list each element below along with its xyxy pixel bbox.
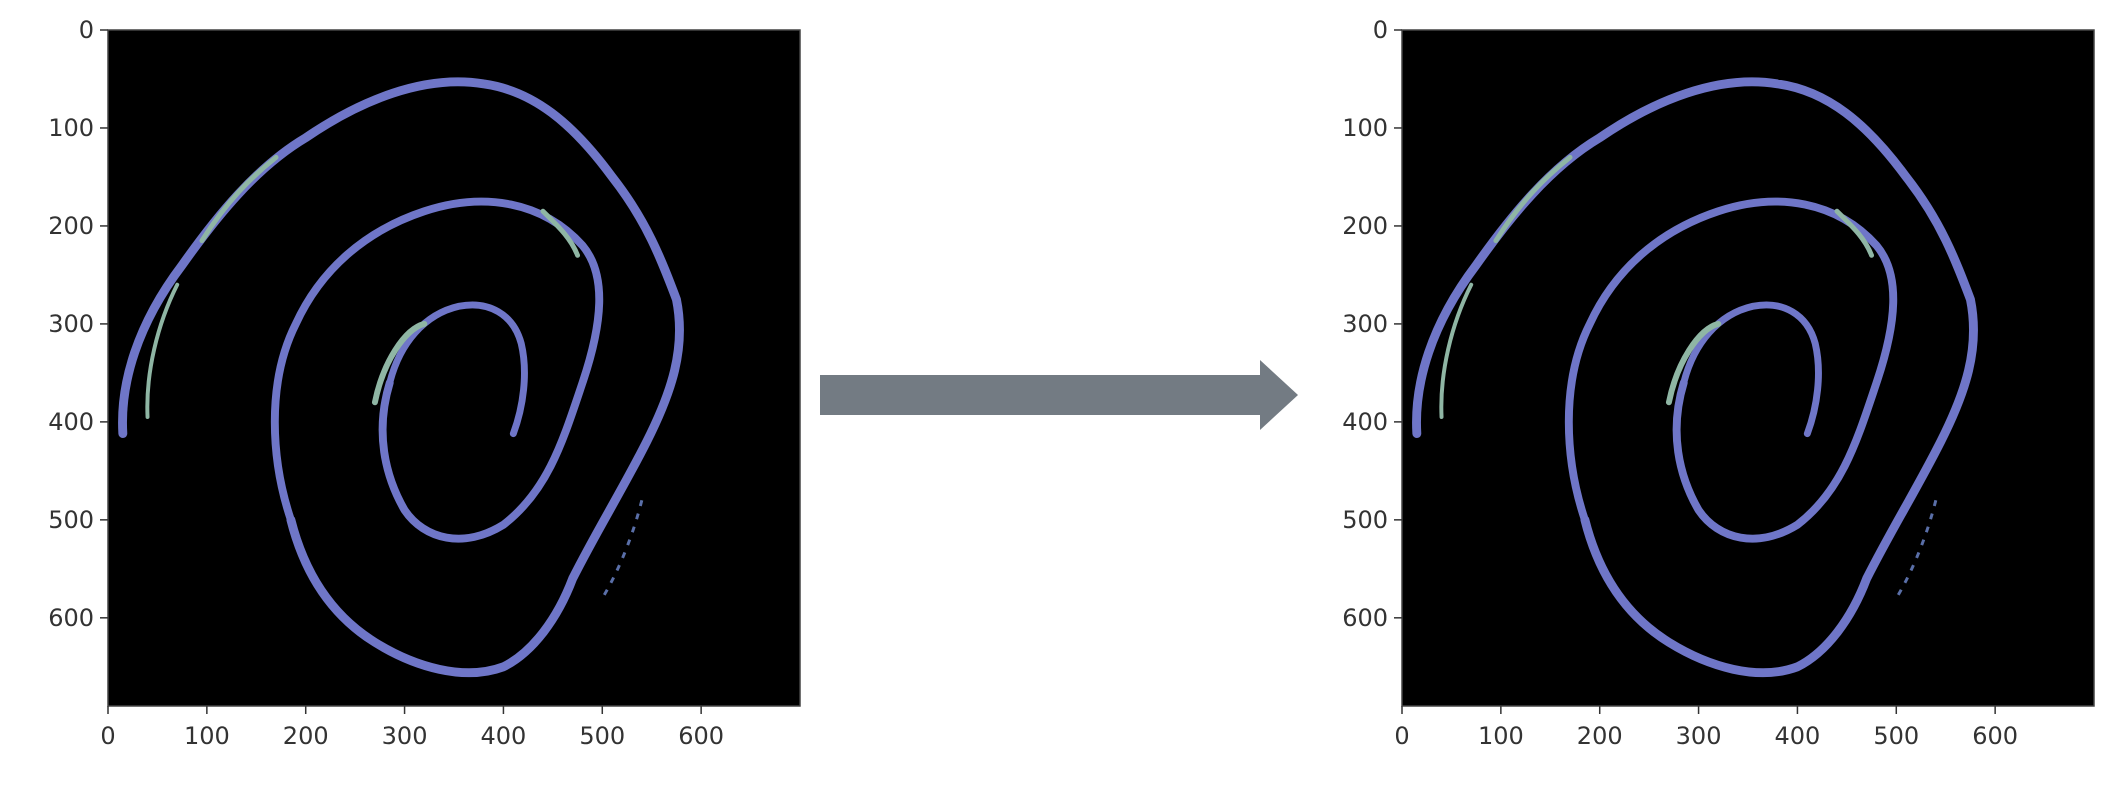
x-tick-label: 100 (184, 722, 230, 750)
x-tick-label: 300 (382, 722, 428, 750)
y-tick-label: 200 (48, 212, 94, 240)
y-tick-label: 0 (79, 16, 94, 44)
right-arrow-icon (820, 360, 1298, 430)
y-tick-label: 300 (1342, 310, 1388, 338)
y-tick-label: 600 (48, 604, 94, 632)
x-tick-label: 300 (1676, 722, 1722, 750)
left-plot: 0 100 200 300 400 500 600 0 100 200 300 400 500 600 (48, 16, 801, 750)
x-tick-label: 500 (579, 722, 625, 750)
y-tick-label: 100 (48, 114, 94, 142)
y-tick-label: 200 (1342, 212, 1388, 240)
x-tick-label: 0 (1394, 722, 1409, 750)
x-tick-label: 0 (100, 722, 115, 750)
x-tick-label: 200 (1577, 722, 1623, 750)
y-tick-label: 400 (1342, 408, 1388, 436)
y-tick-label: 100 (1342, 114, 1388, 142)
axes-frame (1401, 29, 2095, 707)
y-tick-label: 400 (48, 408, 94, 436)
image-area (1402, 30, 2094, 706)
x-tick-label: 600 (1972, 722, 2018, 750)
axes-frame (107, 29, 801, 707)
y-tick-label: 300 (48, 310, 94, 338)
x-tick-label: 200 (283, 722, 329, 750)
y-tick-label: 500 (48, 506, 94, 534)
x-tick-label: 500 (1873, 722, 1919, 750)
x-tick-label: 600 (678, 722, 724, 750)
x-tick-label: 100 (1478, 722, 1524, 750)
image-area (108, 30, 800, 706)
y-tick-label: 0 (1373, 16, 1388, 44)
y-tick-label: 500 (1342, 506, 1388, 534)
y-tick-label: 600 (1342, 604, 1388, 632)
right-plot: 0 100 200 300 400 500 600 0 100 200 300 400 500 600 (1342, 16, 2095, 750)
x-tick-label: 400 (1775, 722, 1821, 750)
x-tick-label: 400 (481, 722, 527, 750)
